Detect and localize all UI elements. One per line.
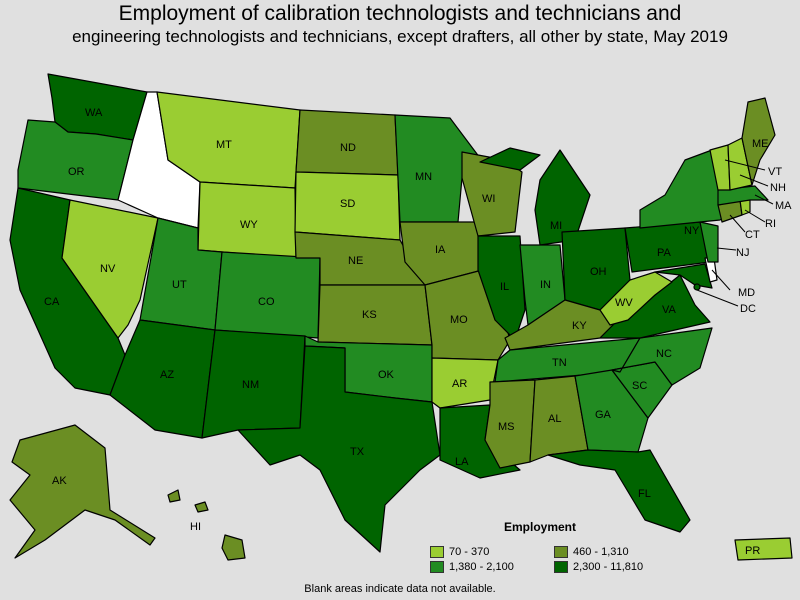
legend-item: 460 - 1,310 bbox=[554, 546, 629, 558]
label-FL: FL bbox=[638, 488, 651, 500]
legend-label: 1,380 - 2,100 bbox=[449, 561, 514, 573]
label-KY: KY bbox=[572, 320, 587, 332]
legend-item: 1,380 - 2,100 bbox=[430, 561, 514, 573]
label-CO: CO bbox=[258, 296, 275, 308]
label-VA: VA bbox=[662, 304, 677, 316]
label-AZ: AZ bbox=[160, 369, 174, 381]
legend-label: 2,300 - 11,810 bbox=[573, 561, 644, 573]
label-AK: AK bbox=[52, 475, 67, 487]
label-TX: TX bbox=[350, 446, 365, 458]
footnote: Blank areas indicate data not available. bbox=[304, 583, 496, 595]
state-GA bbox=[574, 369, 649, 453]
state-TX bbox=[237, 345, 441, 553]
label-SC: SC bbox=[632, 380, 647, 392]
label-SD: SD bbox=[340, 198, 355, 210]
label-TN: TN bbox=[552, 357, 567, 369]
legend-swatch bbox=[554, 561, 568, 573]
title-line-1: Employment of calibration technologists … bbox=[118, 2, 682, 25]
label-HI: HI bbox=[190, 521, 201, 533]
state-CO bbox=[214, 251, 321, 339]
label-CT: CT bbox=[745, 229, 760, 241]
legend-title: Employment bbox=[504, 520, 577, 534]
state-MD bbox=[654, 263, 713, 289]
label-NE: NE bbox=[348, 255, 363, 267]
label-AL: AL bbox=[548, 413, 561, 425]
label-PR: PR bbox=[745, 545, 760, 557]
state-WV bbox=[599, 271, 673, 326]
label-WV: WV bbox=[615, 297, 633, 309]
state-labels: WA OR CA NV MT WY UT AZ CO NM ND SD NE K… bbox=[44, 107, 792, 557]
map-title: Employment of calibration technologists … bbox=[0, 2, 800, 48]
label-OR: OR bbox=[68, 166, 85, 178]
label-MA: MA bbox=[775, 200, 792, 212]
label-OH: OH bbox=[590, 266, 607, 278]
legend: Employment 70 - 370 460 - 1,310 1,380 - … bbox=[430, 520, 680, 576]
label-LA: LA bbox=[455, 456, 469, 468]
legend-item: 2,300 - 11,810 bbox=[554, 561, 643, 573]
state-AK bbox=[9, 424, 156, 559]
state-DC bbox=[693, 283, 701, 291]
state-PR bbox=[734, 537, 793, 561]
legend-swatch bbox=[554, 546, 568, 558]
legend-label: 70 - 370 bbox=[449, 546, 490, 558]
state-FL bbox=[547, 449, 691, 533]
label-NC: NC bbox=[656, 348, 672, 360]
label-IA: IA bbox=[435, 244, 446, 256]
label-RI: RI bbox=[765, 218, 776, 230]
label-WY: WY bbox=[240, 219, 258, 231]
legend-swatch bbox=[430, 546, 444, 558]
legend-item: 70 - 370 bbox=[430, 546, 489, 558]
label-ME: ME bbox=[752, 138, 769, 150]
label-AR: AR bbox=[452, 378, 467, 390]
label-PA: PA bbox=[657, 247, 672, 259]
label-CA: CA bbox=[44, 296, 60, 308]
label-MI: MI bbox=[550, 220, 562, 232]
label-NM: NM bbox=[242, 379, 259, 391]
state-AR bbox=[431, 357, 499, 409]
label-MD: MD bbox=[738, 287, 755, 299]
state-NJ bbox=[699, 221, 719, 263]
label-NJ: NJ bbox=[736, 247, 749, 259]
title-line-2: engineering technologists and technician… bbox=[72, 27, 728, 46]
legend-label: 460 - 1,310 bbox=[573, 546, 629, 558]
legend-swatch bbox=[430, 561, 444, 573]
label-MN: MN bbox=[415, 171, 432, 183]
state-MA bbox=[717, 185, 769, 206]
label-IN: IN bbox=[540, 279, 551, 291]
label-MO: MO bbox=[450, 314, 468, 326]
label-OK: OK bbox=[378, 369, 395, 381]
state-HI bbox=[167, 489, 246, 561]
label-VT: VT bbox=[768, 166, 782, 178]
label-KS: KS bbox=[362, 309, 377, 321]
label-IL: IL bbox=[500, 281, 509, 293]
label-MS: MS bbox=[498, 421, 515, 433]
label-WA: WA bbox=[85, 107, 103, 119]
label-DC: DC bbox=[740, 303, 756, 315]
label-WI: WI bbox=[482, 193, 495, 205]
label-UT: UT bbox=[172, 279, 187, 291]
label-GA: GA bbox=[595, 409, 612, 421]
state-ME bbox=[741, 97, 776, 186]
state-NC bbox=[611, 327, 713, 386]
state-RI bbox=[739, 199, 751, 216]
label-NV: NV bbox=[100, 263, 116, 275]
label-MT: MT bbox=[216, 139, 232, 151]
label-ND: ND bbox=[340, 142, 356, 154]
label-NH: NH bbox=[770, 182, 786, 194]
label-NY: NY bbox=[684, 225, 700, 237]
